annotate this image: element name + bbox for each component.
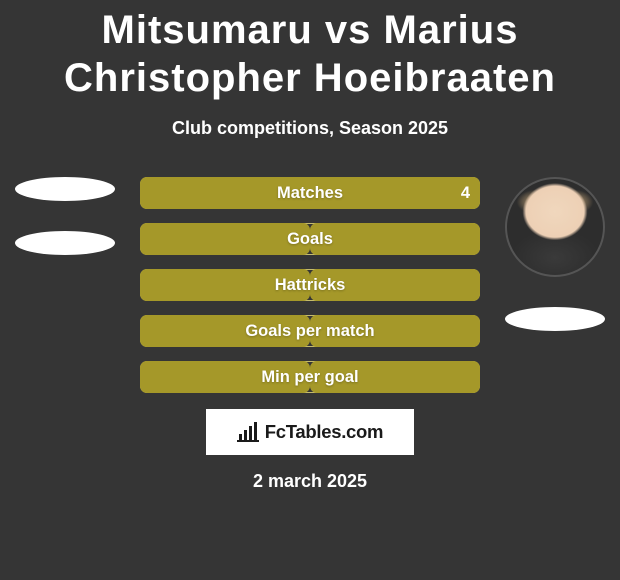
stat-row: Matches 4 xyxy=(140,177,480,209)
stat-row: Hattricks xyxy=(140,269,480,301)
subtitle: Club competitions, Season 2025 xyxy=(0,118,620,139)
player-right-avatar xyxy=(505,177,605,277)
stat-bars: Matches 4 Goals Hattricks Goals per matc… xyxy=(140,177,480,393)
comparison-panel: Matches 4 Goals Hattricks Goals per matc… xyxy=(0,177,620,492)
bar-label: Goals per match xyxy=(140,315,480,347)
date-label: 2 march 2025 xyxy=(0,471,620,492)
player-left-avatar-placeholder xyxy=(15,177,115,201)
stat-row: Goals xyxy=(140,223,480,255)
stat-row: Min per goal xyxy=(140,361,480,393)
player-left-column xyxy=(0,177,130,255)
bar-label: Min per goal xyxy=(140,361,480,393)
player-left-name-pill xyxy=(15,231,115,255)
bar-label: Matches xyxy=(140,177,480,209)
brand-text: FcTables.com xyxy=(265,421,383,443)
barchart-icon xyxy=(237,421,259,443)
brand-badge: FcTables.com xyxy=(206,409,414,455)
stat-row: Goals per match xyxy=(140,315,480,347)
bar-label: Goals xyxy=(140,223,480,255)
bar-value-right: 4 xyxy=(461,177,470,209)
player-right-name-pill xyxy=(505,307,605,331)
bar-label: Hattricks xyxy=(140,269,480,301)
page-title: Mitsumaru vs Marius Christopher Hoeibraa… xyxy=(0,0,620,102)
player-right-column xyxy=(490,177,620,331)
